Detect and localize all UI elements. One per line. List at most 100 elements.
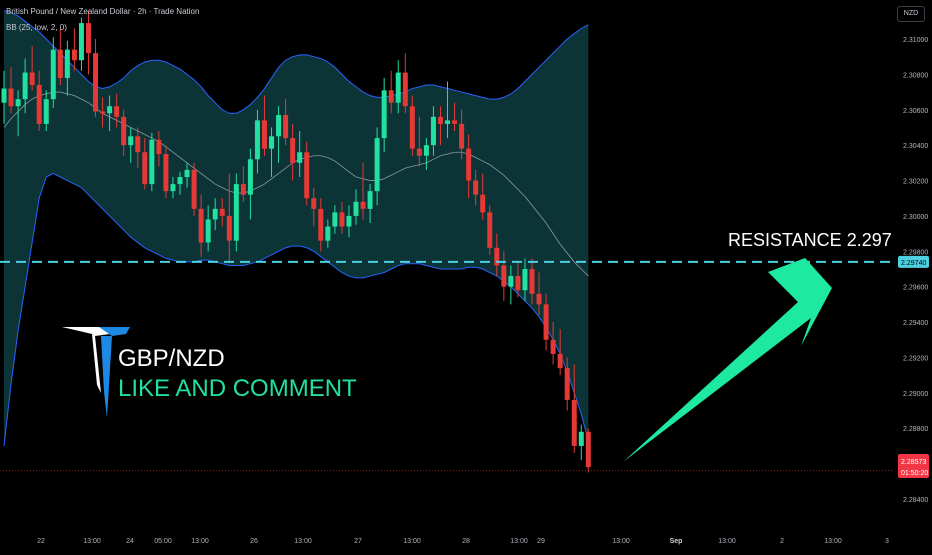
logo-white-bar [62, 327, 113, 336]
candle [466, 134, 472, 199]
candle [571, 364, 577, 453]
candle-body [501, 265, 507, 287]
y-tick-label: 2.30600 [903, 108, 928, 115]
candle-body [452, 120, 458, 124]
candle [550, 322, 556, 365]
y-tick-label: 2.29600 [903, 285, 928, 292]
logo-blue-stem [101, 336, 112, 418]
candle [22, 58, 28, 114]
candle-body [121, 116, 127, 146]
candle [409, 95, 415, 156]
candle [29, 46, 35, 91]
brand-logo [62, 327, 130, 418]
candle-body [423, 145, 429, 156]
candle-body [529, 269, 535, 294]
candle [78, 17, 84, 71]
y-tick-label: 2.30000 [903, 214, 928, 221]
candle-body [339, 212, 345, 227]
pair-label: GBP/NZD [118, 345, 225, 372]
x-tick-label: 13:00 [612, 538, 630, 545]
x-tick-label: 13:00 [294, 538, 312, 545]
candle [50, 37, 56, 108]
candle [381, 77, 387, 153]
candle [247, 148, 253, 220]
candle [501, 251, 507, 301]
resistance-tag-bg [898, 255, 929, 268]
candle [360, 162, 366, 220]
candle-body [177, 177, 183, 185]
candle-body [585, 431, 591, 468]
candle-body [459, 123, 465, 149]
x-tick-label: 13:00 [83, 538, 101, 545]
candle-body [430, 116, 436, 146]
candle-body [191, 169, 197, 209]
candle-body [318, 208, 324, 241]
candle [1, 70, 7, 124]
symbol-title[interactable]: British Pound / New Zealand Dollar · 2h … [6, 7, 200, 16]
candle-body [304, 152, 310, 199]
candle-body [219, 208, 225, 216]
candle [57, 28, 63, 85]
candle-body [571, 399, 577, 446]
candle [318, 198, 324, 252]
candle [219, 198, 225, 227]
candle [494, 233, 500, 277]
x-tick-label: 26 [250, 538, 258, 545]
candle [522, 258, 528, 301]
y-tick-label: 2.30400 [903, 143, 928, 150]
resistance-tag-text: 2.29740 [901, 260, 926, 267]
candle-body [156, 139, 162, 154]
candle [459, 109, 465, 160]
last-price-tag: 2.28573 01:50:20 [898, 454, 929, 478]
candle [487, 205, 493, 255]
candle-body [85, 23, 91, 54]
candle [71, 28, 77, 71]
candle [93, 39, 99, 117]
candle [311, 187, 317, 227]
candle-body [15, 99, 21, 107]
y-tick-label: 2.30800 [903, 72, 928, 79]
candle-body [290, 138, 296, 163]
candle-body [550, 339, 556, 354]
candle [198, 194, 204, 257]
candle [578, 424, 584, 461]
logo-blue-bar [99, 327, 130, 336]
candle [36, 70, 42, 131]
currency-button[interactable]: NZD [897, 6, 925, 22]
resistance-label: RESISTANCE 2.297 [728, 230, 892, 250]
y-tick-label: 2.28800 [903, 426, 928, 433]
candle-body [409, 106, 415, 149]
y-tick-label: 2.31000 [903, 37, 928, 44]
x-tick-label: 28 [462, 538, 470, 545]
y-tick-label: 2.30200 [903, 179, 928, 186]
candle-body [353, 201, 359, 216]
candle [121, 109, 127, 156]
candle-body [254, 120, 260, 160]
candle [557, 329, 563, 376]
candle-body [487, 212, 493, 248]
axis-layer: 2.31000 2.30800 2.30600 2.30400 2.30200 2.300… [37, 37, 929, 545]
candle [515, 261, 521, 298]
candle-body [508, 276, 514, 287]
indicator-label[interactable]: BB (25, low, 2, 0) [6, 23, 67, 32]
x-tick-label: 2 [780, 538, 784, 545]
candle-body [184, 169, 190, 177]
candle-body [205, 219, 211, 243]
x-tick-label: 24 [126, 538, 134, 545]
candle [585, 428, 591, 473]
candle-body [1, 88, 7, 103]
candle-body [297, 152, 303, 163]
candle-body [395, 72, 401, 103]
candle [395, 60, 401, 114]
candle [8, 67, 14, 114]
y-tick-label: 2.29000 [903, 391, 928, 398]
x-tick-label: 13:00 [824, 538, 842, 545]
x-tick-label: Sep [670, 538, 683, 545]
candle [543, 293, 549, 351]
candle [233, 173, 239, 252]
candle-body [57, 49, 63, 78]
candle-body [71, 49, 77, 61]
candle [191, 162, 197, 216]
candle [205, 205, 211, 252]
